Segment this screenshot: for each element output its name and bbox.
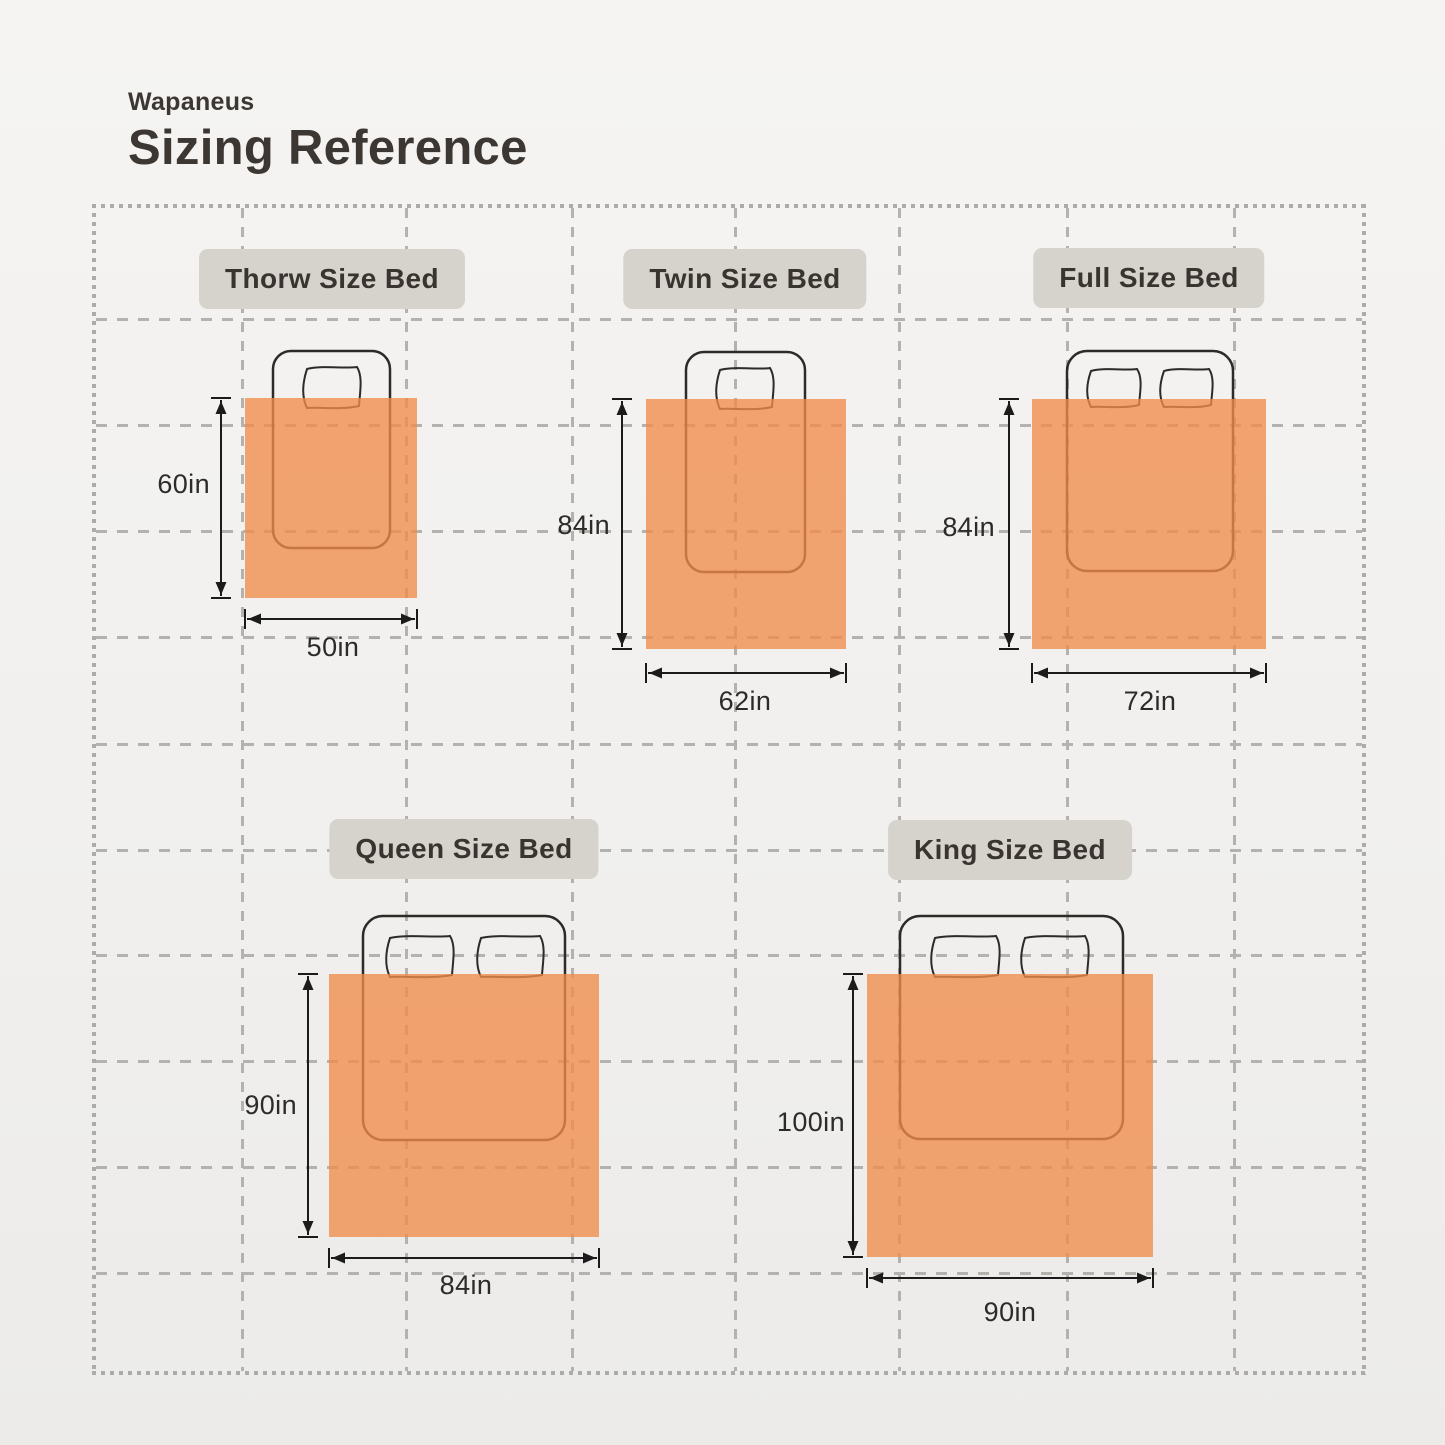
- height-dimension-arrow: [999, 398, 1019, 650]
- page-title: Sizing Reference: [128, 121, 528, 175]
- grid-line-vertical: [405, 208, 408, 1371]
- grid-line-vertical: [898, 208, 901, 1371]
- height-value: 90in: [244, 1090, 297, 1120]
- width-dimension-arrow: [244, 609, 418, 629]
- grid-line-horizontal: [96, 1272, 1362, 1275]
- grid-line-horizontal: [96, 1166, 1362, 1169]
- pillow-icon: [476, 934, 545, 979]
- pillow-icon: [1020, 934, 1090, 979]
- grid-line-horizontal: [96, 849, 1362, 852]
- height-dimension-arrow: [298, 973, 318, 1238]
- height-value: 100in: [776, 1107, 845, 1137]
- width-value: 62in: [718, 686, 772, 716]
- bed-size-label: Thorw Size Bed: [198, 249, 466, 309]
- grid-border-left: [92, 204, 96, 1375]
- grid-line-vertical: [734, 208, 737, 1371]
- grid-line-vertical: [571, 208, 574, 1371]
- grid-line-horizontal: [96, 1060, 1362, 1063]
- blanket-overlay: [245, 398, 417, 598]
- grid-line-vertical: [1066, 208, 1069, 1371]
- blanket-overlay: [646, 399, 846, 649]
- width-value: 90in: [983, 1297, 1037, 1327]
- bed-size-label: Twin Size Bed: [623, 249, 867, 309]
- width-value: 72in: [1123, 686, 1177, 716]
- grid-line-horizontal: [96, 954, 1362, 957]
- blanket-overlay: [329, 974, 599, 1237]
- height-value: 60in: [157, 469, 210, 499]
- grid-border-right: [1362, 204, 1366, 1375]
- brand-name: Wapaneus: [128, 88, 255, 116]
- width-value: 50in: [306, 632, 360, 662]
- header: Wapaneus Sizing Reference: [128, 88, 528, 176]
- width-dimension-arrow: [866, 1268, 1154, 1288]
- grid-line-vertical: [1233, 208, 1236, 1371]
- width-dimension-arrow: [1031, 663, 1267, 683]
- pillow-icon: [930, 934, 1001, 979]
- bed-size-label: King Size Bed: [888, 820, 1132, 880]
- blanket-overlay: [1032, 399, 1266, 649]
- bed-size-label: Queen Size Bed: [329, 819, 599, 879]
- grid-line-horizontal: [96, 318, 1362, 321]
- grid-border-bottom: [92, 1371, 1366, 1375]
- bed-diagram-twin: Twin Size Bed 84in 62in: [555, 240, 867, 720]
- width-value: 84in: [439, 1270, 493, 1300]
- pillow-icon: [385, 934, 455, 979]
- grid-line-horizontal: [96, 743, 1362, 746]
- bed-diagram-king: King Size Bed 100in 90in: [777, 810, 1200, 1335]
- height-value: 84in: [942, 512, 995, 542]
- height-dimension-arrow: [211, 397, 231, 599]
- grid-border-top: [92, 204, 1366, 208]
- width-dimension-arrow: [328, 1248, 600, 1268]
- height-dimension-arrow: [843, 973, 863, 1258]
- width-dimension-arrow: [645, 663, 847, 683]
- bed-diagram-thorw: Thorw Size Bed 60in 50in: [140, 240, 466, 670]
- bed-diagram-full: Full Size Bed 84in 72in: [942, 240, 1285, 720]
- bed-size-label: Full Size Bed: [1033, 248, 1265, 308]
- grid-line-vertical: [241, 208, 244, 1371]
- height-dimension-arrow: [612, 398, 632, 650]
- bed-diagram-queen: Queen Size Bed 90in 84in: [240, 810, 620, 1315]
- blanket-overlay: [867, 974, 1153, 1257]
- height-value: 84in: [557, 510, 610, 540]
